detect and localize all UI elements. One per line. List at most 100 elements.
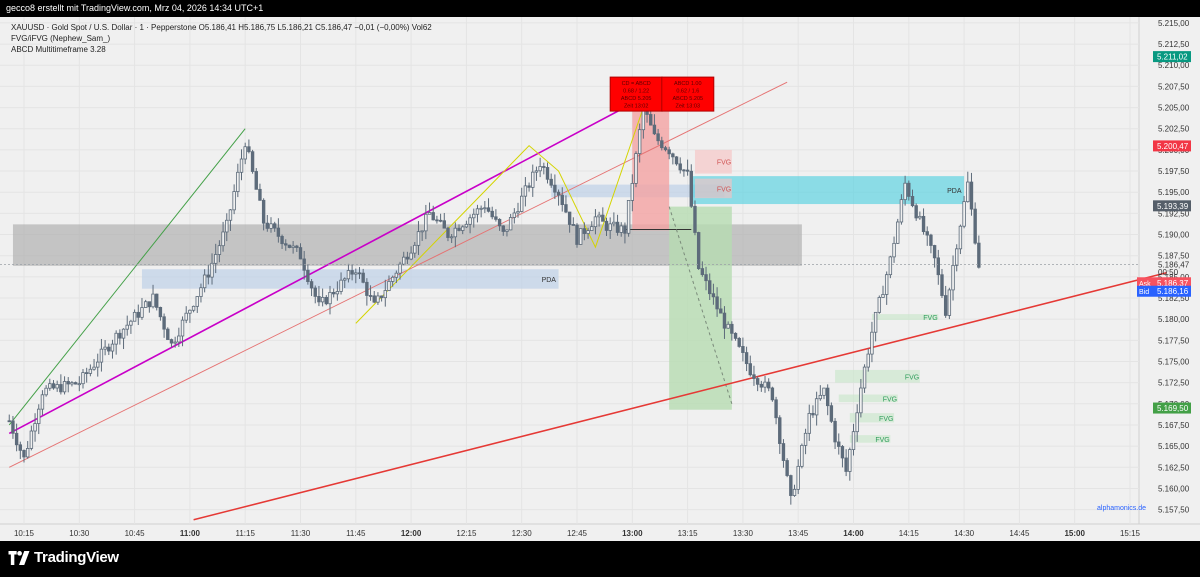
tradingview-logo[interactable]: TradingView [8, 549, 119, 566]
signal-box-0[interactable] [609, 76, 663, 112]
candle-body [191, 305, 196, 311]
footer-bar: TradingView [0, 541, 1200, 577]
candle-body [943, 295, 948, 316]
candle-body [143, 301, 148, 308]
candle-body [173, 341, 177, 344]
candle-body [752, 374, 756, 379]
candle-body [851, 431, 856, 450]
candle-body [354, 272, 358, 275]
candle-body [553, 184, 557, 193]
x-tick-label: 11:45 [346, 529, 366, 538]
y-tick-label: 5.205,00 [1158, 104, 1190, 113]
candle-body [169, 339, 174, 344]
candle-body [689, 170, 693, 207]
candle-body [741, 346, 745, 353]
zone-box-1 [141, 269, 559, 289]
candle-body [575, 224, 579, 245]
y-tick-label: 5.175,00 [1158, 357, 1190, 366]
candle-body [188, 309, 192, 314]
candle-body [556, 191, 561, 196]
candle-body [896, 221, 900, 244]
candle-body [626, 200, 631, 234]
candle-body [132, 311, 137, 322]
candle-body [719, 308, 723, 314]
zone-box-10 [849, 435, 891, 443]
y-tick-label: 5.182,50 [1158, 294, 1190, 303]
candle-body [368, 295, 373, 297]
x-tick-label: 14:45 [1009, 529, 1030, 538]
candle-body [789, 475, 793, 496]
candle-body [951, 265, 955, 291]
price-label-plain: 5.186,47 [1158, 260, 1190, 269]
candle-body [704, 274, 708, 282]
y-tick-label: 5.167,50 [1158, 421, 1190, 430]
candle-body [545, 167, 550, 180]
trendline-0[interactable] [8, 128, 246, 426]
trendline-3[interactable] [193, 271, 1168, 521]
signal-box-1[interactable] [661, 76, 715, 112]
legend-indicator-abcd[interactable]: ABCD Multitimeframe 3.28 [11, 45, 106, 54]
zone-box-8 [838, 394, 898, 403]
candle-body [265, 222, 270, 229]
candle-body [534, 170, 539, 173]
candle-body [910, 196, 915, 207]
chart-frame[interactable]: PDA PDA FVG FVG FVG FVG FVG FVG FVG CD = ABCD 0.68… [0, 17, 1200, 541]
candle-body [796, 465, 800, 490]
candle-body [129, 320, 133, 326]
candle-body [394, 272, 399, 278]
candle-body [272, 223, 277, 229]
candle-body [604, 220, 609, 231]
candle-body [630, 182, 634, 201]
zone-box-3 [691, 176, 965, 205]
x-tick-label: 11:15 [235, 529, 255, 538]
y-tick-label: 5.180,00 [1158, 315, 1190, 324]
candle-body [221, 231, 225, 247]
chart-svg[interactable]: PDA PDA FVG FVG FVG FVG FVG FVG FVG CD = ABCD 0.68… [0, 17, 1200, 541]
candle-body [438, 219, 443, 222]
candle-body [811, 412, 815, 416]
trendline-2[interactable] [9, 81, 788, 468]
zone-label-8: FVG [883, 396, 897, 403]
candle-body [166, 328, 170, 340]
candle-body [582, 228, 587, 234]
candle-body [431, 212, 435, 221]
candle-body [837, 441, 841, 447]
candle-body [40, 394, 45, 410]
candle-body [88, 368, 93, 374]
candle-body [324, 296, 329, 305]
x-tick-label: 12:00 [401, 529, 422, 538]
candle-body [66, 381, 70, 385]
x-tick-label: 13:30 [733, 529, 754, 538]
candle-body [309, 281, 314, 289]
candle-body [320, 296, 325, 303]
candle-body [118, 332, 122, 339]
candle-body [593, 216, 598, 228]
candle-body [623, 225, 627, 234]
trendline-4[interactable] [355, 107, 644, 324]
zone-box-9 [849, 413, 895, 423]
legend-ohlc: O5.186,41 H5.186,75 L5.186,21 C5.186,47 … [198, 23, 432, 32]
candle-body [730, 323, 734, 334]
candle-body [199, 287, 203, 297]
candle-body [612, 221, 616, 225]
candle-body [184, 312, 188, 321]
candle-body [361, 272, 365, 283]
export-header-text: gecco8 erstellt mit TradingView.com, Mrz… [6, 3, 264, 13]
legend-symbol[interactable]: XAUUSD · Gold Spot / U.S. Dollar · 1 · P… [11, 23, 197, 32]
candle-body [512, 212, 517, 218]
candle-body [825, 387, 830, 407]
position-projection [668, 206, 733, 404]
legend-indicator-fvg[interactable]: FVG/iFVG (Nephew_Sam_) [11, 34, 111, 43]
candle-body [803, 432, 808, 446]
candle-body [726, 323, 730, 329]
signal-box-text: ABCD 5.205 [673, 96, 704, 102]
candle-body [903, 182, 907, 201]
candle-body [921, 215, 926, 233]
candle-body [918, 215, 922, 219]
candle-body [567, 211, 572, 225]
candle-body [759, 383, 764, 388]
price-label-text: 5.211,02 [1157, 53, 1188, 62]
y-tick-label: 5.192,50 [1158, 209, 1190, 218]
candle-body [538, 166, 542, 172]
candle-body [261, 199, 266, 224]
